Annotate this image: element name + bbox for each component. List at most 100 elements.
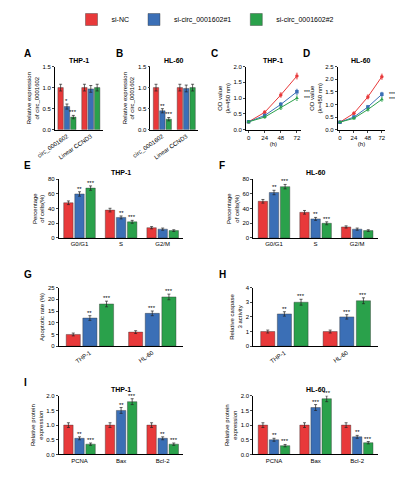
svg-text:0: 0	[338, 135, 342, 141]
svg-text:***: ***	[389, 91, 395, 97]
svg-text:HL-60: HL-60	[332, 349, 349, 364]
svg-text:**: **	[77, 186, 82, 192]
svg-text:***: ***	[128, 393, 136, 399]
svg-text:**: **	[119, 210, 124, 216]
svg-text:0.5: 0.5	[46, 437, 55, 443]
svg-text:0.5: 0.5	[325, 114, 334, 120]
svg-text:si-circ_0001602#1: si-circ_0001602#1	[174, 16, 231, 24]
svg-text:THP-1: THP-1	[69, 57, 89, 64]
svg-text:1.0: 1.0	[138, 85, 147, 91]
svg-text:THP-1: THP-1	[75, 349, 93, 364]
svg-text:G0/G1: G0/G1	[265, 241, 283, 247]
svg-text:80: 80	[242, 176, 249, 182]
svg-text:PCNA: PCNA	[71, 458, 88, 464]
svg-text:20: 20	[242, 220, 249, 226]
svg-text:***: ***	[165, 288, 173, 294]
svg-text:40: 40	[242, 206, 249, 212]
svg-text:***: ***	[364, 436, 372, 442]
svg-text:60: 60	[242, 191, 249, 197]
svg-text:***: ***	[343, 309, 351, 315]
svg-text:1.5: 1.5	[233, 79, 242, 85]
svg-text:Relative expressionof circ_000: Relative expressionof circ_0001602	[122, 72, 136, 124]
svg-text:HL-60: HL-60	[138, 349, 155, 364]
svg-text:S: S	[119, 241, 123, 247]
svg-text:***: ***	[148, 305, 156, 311]
svg-text:1.0: 1.0	[46, 422, 55, 428]
svg-text:S: S	[314, 241, 318, 247]
svg-text:0: 0	[51, 235, 55, 241]
svg-text:G0/G1: G0/G1	[71, 241, 89, 247]
svg-text:PCNA: PCNA	[266, 458, 283, 464]
svg-text:C: C	[211, 48, 218, 59]
svg-text:***: ***	[304, 89, 310, 95]
svg-text:Percentageof cells(%): Percentageof cells(%)	[32, 193, 46, 224]
svg-text:F: F	[219, 160, 225, 171]
svg-text:Relative expressionof circ_000: Relative expressionof circ_0001602	[26, 72, 40, 124]
svg-text:2: 2	[246, 314, 250, 320]
svg-text:2.0: 2.0	[325, 76, 334, 82]
svg-text:B: B	[116, 48, 123, 59]
svg-text:Bcl-2: Bcl-2	[156, 458, 170, 464]
svg-text:15: 15	[48, 308, 55, 314]
svg-text:25: 25	[48, 285, 55, 291]
svg-text:THP-1: THP-1	[269, 349, 287, 364]
svg-text:***: ***	[87, 180, 95, 186]
svg-text:20: 20	[48, 296, 55, 302]
svg-text:1.5: 1.5	[46, 408, 55, 414]
svg-text:Relative proteinexpression: Relative proteinexpression	[30, 404, 44, 446]
svg-text:OD value(λ=450 nm): OD value(λ=450 nm)	[309, 83, 323, 114]
svg-text:***: ***	[103, 295, 111, 301]
svg-text:**: **	[272, 432, 277, 438]
svg-text:I: I	[24, 377, 27, 388]
svg-text:1.5: 1.5	[325, 89, 334, 95]
svg-text:H: H	[219, 269, 226, 280]
svg-text:2.0: 2.0	[241, 393, 250, 399]
svg-text:***: ***	[304, 95, 310, 101]
svg-text:0.0: 0.0	[138, 127, 147, 133]
svg-text:5: 5	[51, 332, 55, 338]
svg-text:A: A	[24, 48, 31, 59]
svg-text:0: 0	[246, 343, 250, 349]
svg-text:THP-1: THP-1	[111, 169, 131, 176]
svg-text:***: ***	[312, 399, 320, 405]
svg-text:0.0: 0.0	[241, 452, 250, 458]
svg-text:72: 72	[294, 135, 301, 141]
svg-text:0.0: 0.0	[233, 127, 242, 133]
svg-text:2.0: 2.0	[46, 393, 55, 399]
svg-text:OD value(λ=450 nm): OD value(λ=450 nm)	[217, 83, 231, 114]
svg-text:THP-1: THP-1	[111, 386, 131, 393]
svg-text:4: 4	[246, 285, 250, 291]
svg-text:10: 10	[48, 320, 55, 326]
svg-text:Bax: Bax	[116, 458, 126, 464]
svg-text:HL-60: HL-60	[306, 386, 326, 393]
svg-text:***: ***	[359, 292, 367, 298]
svg-text:E: E	[24, 160, 31, 171]
svg-text:**: **	[313, 211, 318, 217]
svg-text:**: **	[272, 184, 277, 190]
svg-text:1.0: 1.0	[233, 95, 242, 101]
svg-text:0: 0	[247, 135, 251, 141]
svg-text:***: ***	[165, 111, 173, 117]
svg-text:0.0: 0.0	[325, 127, 334, 133]
svg-text:24: 24	[261, 135, 268, 141]
svg-text:***: ***	[170, 437, 178, 443]
svg-text:0: 0	[246, 235, 250, 241]
svg-text:Bcl-2: Bcl-2	[350, 458, 364, 464]
svg-text:Linear CCND3: Linear CCND3	[58, 133, 94, 161]
svg-text:D: D	[303, 48, 310, 59]
svg-text:1.0: 1.0	[43, 85, 52, 91]
svg-text:THP-1: THP-1	[263, 57, 283, 64]
svg-text:60: 60	[48, 191, 55, 197]
svg-text:1.5: 1.5	[43, 64, 52, 70]
svg-text:Bax: Bax	[310, 458, 320, 464]
svg-text:72: 72	[378, 135, 385, 141]
svg-text:0.5: 0.5	[233, 111, 242, 117]
svg-text:1.5: 1.5	[138, 64, 147, 70]
svg-text:si-NC: si-NC	[112, 16, 130, 23]
svg-text:HL-60: HL-60	[306, 169, 326, 176]
svg-text:0.5: 0.5	[241, 437, 250, 443]
svg-text:***: ***	[323, 390, 331, 396]
svg-text:80: 80	[48, 176, 55, 182]
svg-text:***: ***	[297, 293, 305, 299]
svg-text:Relative proteinexpression: Relative proteinexpression	[224, 404, 238, 446]
